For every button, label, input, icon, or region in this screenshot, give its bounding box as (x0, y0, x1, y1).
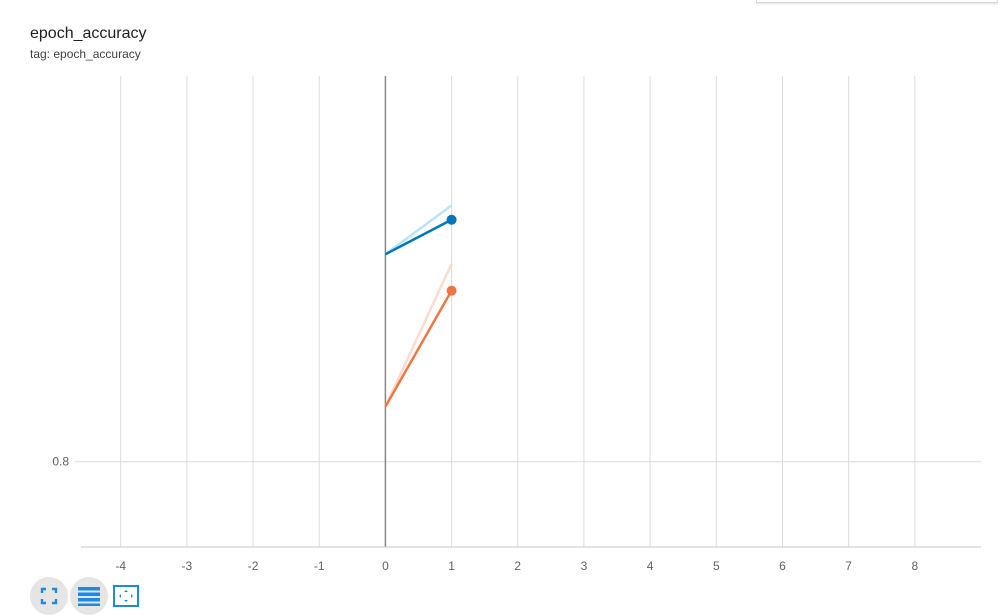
series-0-point[interactable] (446, 214, 457, 225)
x-tick-label: 3 (581, 559, 588, 573)
fullscreen-button[interactable] (30, 576, 68, 615)
y-tick-label: 0.8 (52, 455, 69, 469)
fit-domain-icon (113, 584, 139, 607)
x-tick-label: -3 (182, 559, 193, 573)
data-table-icon (78, 586, 100, 606)
series-group (384, 204, 457, 408)
x-tick-label: 2 (514, 559, 521, 573)
series-1-point[interactable] (446, 285, 457, 296)
x-tick-label: 8 (911, 559, 918, 573)
x-tick-label: -1 (314, 559, 325, 573)
x-tick-label: -4 (115, 559, 126, 573)
series-0-smoothed-line (384, 218, 453, 256)
card-toolbar (30, 576, 144, 615)
series-1-raw-line (384, 263, 453, 408)
x-tick-label: -2 (248, 559, 259, 573)
fit-domain-button[interactable] (110, 577, 142, 615)
axes (81, 76, 981, 548)
data-table-button[interactable] (70, 576, 108, 615)
fullscreen-icon (40, 587, 58, 604)
series-1-smoothed-line (384, 290, 453, 408)
series-0-raw-line (384, 204, 453, 256)
x-tick-label: 0 (382, 559, 389, 573)
tick-labels: -4 -3 -2 -1 0 1 2 3 4 5 6 7 8 0.8 (52, 455, 918, 573)
card-title: epoch_accuracy (30, 25, 147, 42)
x-tick-label: 4 (647, 559, 654, 573)
x-tick-label: 7 (845, 559, 852, 573)
x-tick-label: 1 (448, 559, 455, 573)
grid (75, 76, 981, 547)
x-tick-label: 6 (779, 559, 786, 573)
card-tag: tag: epoch_accuracy (30, 47, 141, 61)
x-tick-label: 5 (713, 559, 720, 573)
